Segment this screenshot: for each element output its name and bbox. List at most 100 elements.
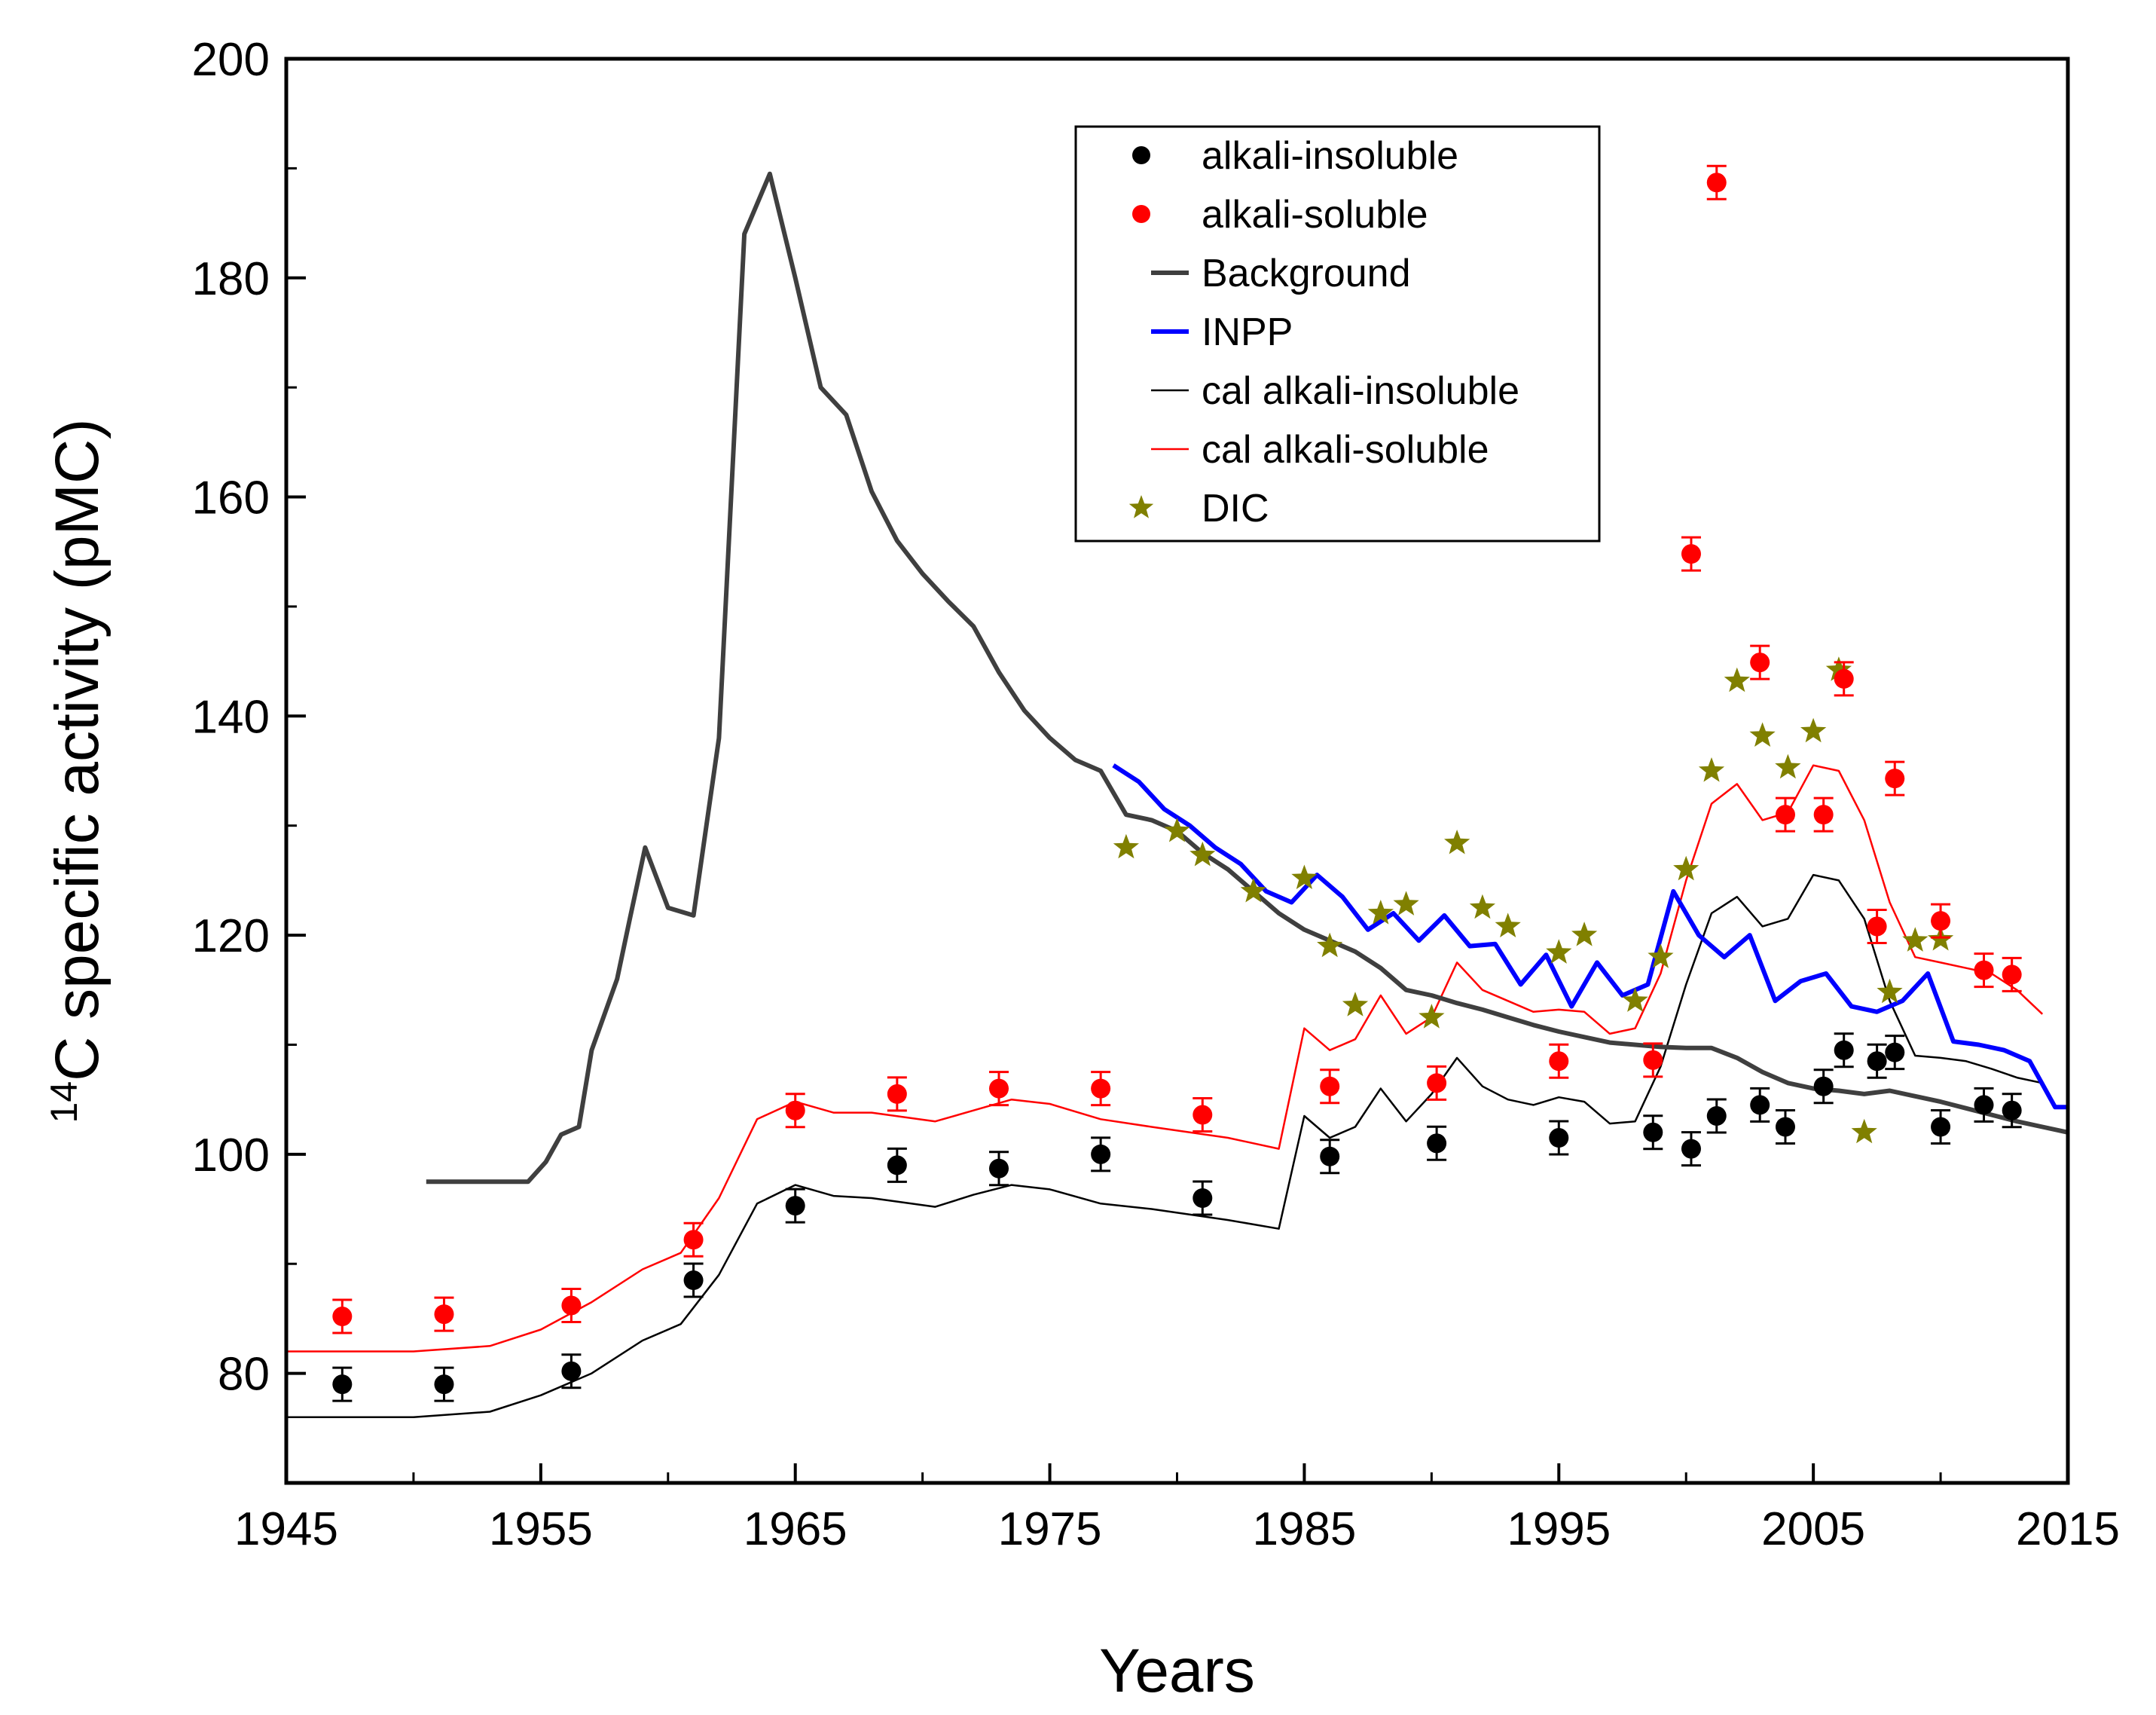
alkali-soluble-point (1193, 1105, 1213, 1125)
x-tick-label: 2005 (1761, 1503, 1865, 1555)
legend-label-dic: DIC (1202, 487, 1269, 530)
dic-point (1877, 978, 1903, 1004)
dic-point (1775, 754, 1801, 779)
legend-swatch-alkali-soluble (1132, 205, 1150, 223)
legend-label-cal-alkali-soluble: cal alkali-soluble (1202, 428, 1489, 472)
legend-label-alkali-insoluble: alkali-insoluble (1202, 134, 1458, 178)
y-axis-title-text: C specific activity (pMC) (43, 419, 111, 1081)
dic-point (1367, 900, 1394, 925)
dic-point (1673, 855, 1699, 881)
legend-label-alkali-soluble: alkali-soluble (1202, 193, 1428, 237)
alkali-insoluble-point (1643, 1122, 1663, 1142)
legend-swatch-alkali-insoluble (1132, 146, 1150, 164)
dic-point (1902, 927, 1928, 952)
dic-point (1164, 818, 1190, 842)
x-tick-label: 1965 (744, 1503, 847, 1555)
series-layer (286, 164, 2069, 1419)
alkali-insoluble-point (1750, 1095, 1770, 1115)
inpp-line (1112, 763, 2068, 1110)
alkali-soluble-point (1775, 805, 1795, 825)
x-tick-label: 1955 (489, 1503, 593, 1555)
y-tick-label: 200 (192, 34, 270, 86)
dic-point (1317, 932, 1343, 958)
alkali-insoluble-point (1775, 1117, 1795, 1137)
dic-point (1444, 830, 1470, 854)
alkali-insoluble-point (1427, 1133, 1447, 1154)
alkali-soluble-point (989, 1078, 1009, 1099)
cal-alkali-soluble-line (286, 764, 2044, 1353)
y-tick-label: 100 (192, 1130, 270, 1182)
y-axis-title-superscript: 14 (43, 1081, 85, 1123)
alkali-soluble-point (1091, 1078, 1111, 1099)
alkali-soluble-point (1643, 1050, 1663, 1070)
alkali-insoluble-point (1813, 1076, 1834, 1096)
alkali-soluble-point (785, 1100, 805, 1120)
dic-point (1800, 717, 1827, 743)
alkali-insoluble-point (785, 1196, 805, 1216)
alkali-insoluble-point (434, 1374, 454, 1395)
alkali-soluble-point (1681, 544, 1701, 564)
dic-point (1851, 1118, 1877, 1144)
dic-point (1342, 992, 1369, 1016)
alkali-soluble-point (1931, 911, 1951, 931)
alkali-insoluble-point (1867, 1051, 1887, 1071)
x-tick-label: 1945 (234, 1503, 338, 1555)
dic-point (1495, 913, 1521, 937)
dic-point (1189, 841, 1216, 867)
series-alkali-insoluble (332, 1032, 2022, 1402)
x-axis-title: Years (1099, 1637, 1255, 1705)
series-cal-alkali-soluble (286, 764, 2044, 1353)
alkali-soluble-point (1549, 1051, 1569, 1071)
alkali-insoluble-point (1706, 1105, 1727, 1126)
background-line (426, 171, 2069, 1185)
alkali-soluble-point (1974, 960, 1994, 980)
dic-point (1113, 833, 1139, 859)
alkali-insoluble-point (1549, 1128, 1569, 1148)
y-tick-label: 120 (192, 910, 270, 962)
y-tick-label: 160 (192, 472, 270, 524)
series-cal-alkali-insoluble (286, 873, 2043, 1419)
dic-point (1419, 1004, 1445, 1029)
dic-point (1393, 891, 1419, 916)
alkali-soluble-point (1813, 805, 1834, 825)
alkali-insoluble-point (1320, 1146, 1340, 1166)
y-tick-label: 180 (192, 253, 270, 305)
dic-point (1469, 894, 1495, 919)
cal-alkali-insoluble-line (286, 873, 2043, 1419)
legend-label-cal-alkali-insoluble: cal alkali-insoluble (1202, 369, 1519, 413)
alkali-soluble-point (1867, 916, 1887, 937)
alkali-soluble-point (1320, 1076, 1340, 1096)
dic-point (1724, 667, 1750, 692)
alkali-soluble-point (1706, 173, 1727, 193)
alkali-insoluble-point (1681, 1139, 1701, 1159)
alkali-insoluble-point (1885, 1042, 1905, 1062)
alkali-soluble-point (434, 1304, 454, 1325)
tick-layer: 1945 1955 1965 1975 1985 1995 2005 2015 80 100 120… (192, 34, 2120, 1555)
alkali-insoluble-point (1834, 1040, 1854, 1060)
legend-label-inpp: INPP (1202, 310, 1293, 354)
x-tick-label: 2015 (2016, 1503, 2120, 1555)
alkali-soluble-point (887, 1084, 907, 1104)
alkali-insoluble-point (561, 1361, 582, 1381)
alkali-insoluble-point (1974, 1095, 1994, 1115)
series-alkali-soluble (332, 164, 2022, 1334)
series-inpp (1112, 763, 2068, 1110)
series-background (426, 171, 2069, 1185)
dic-point (1240, 877, 1266, 903)
x-tick-label: 1995 (1507, 1503, 1611, 1555)
alkali-soluble-point (1427, 1073, 1447, 1093)
alkali-insoluble-point (2002, 1100, 2022, 1120)
legend-swatch-dic (1128, 495, 1154, 518)
alkali-insoluble-point (989, 1158, 1009, 1178)
dic-point (1622, 987, 1648, 1012)
dic-point (1571, 922, 1598, 946)
alkali-insoluble-point (887, 1155, 907, 1175)
alkali-soluble-point (2002, 964, 2022, 985)
alkali-insoluble-point (683, 1270, 704, 1291)
y-axis-title: 14C specific activity (pMC) (43, 419, 111, 1123)
legend-label-background: Background (1202, 252, 1411, 295)
alkali-insoluble-point (332, 1374, 353, 1395)
alkali-soluble-point (1750, 653, 1770, 673)
dic-point (1648, 943, 1674, 968)
alkali-soluble-point (332, 1307, 353, 1327)
